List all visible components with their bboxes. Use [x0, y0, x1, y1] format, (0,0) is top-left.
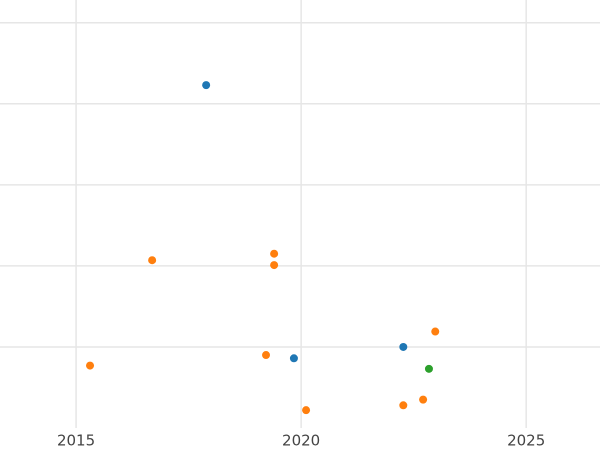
point: [262, 351, 271, 360]
x-tick-label: 2020: [282, 432, 320, 450]
point: [270, 249, 279, 258]
point: [399, 401, 408, 410]
point: [302, 406, 311, 415]
point: [86, 361, 95, 370]
x-tick-label: 2015: [57, 432, 95, 450]
point: [399, 342, 408, 351]
point: [419, 395, 428, 404]
point: [289, 354, 298, 363]
point: [148, 256, 157, 265]
x-tick-label: 2025: [507, 432, 545, 450]
point: [431, 327, 440, 336]
point: [270, 261, 279, 270]
point: [202, 81, 211, 90]
point: [424, 364, 433, 373]
